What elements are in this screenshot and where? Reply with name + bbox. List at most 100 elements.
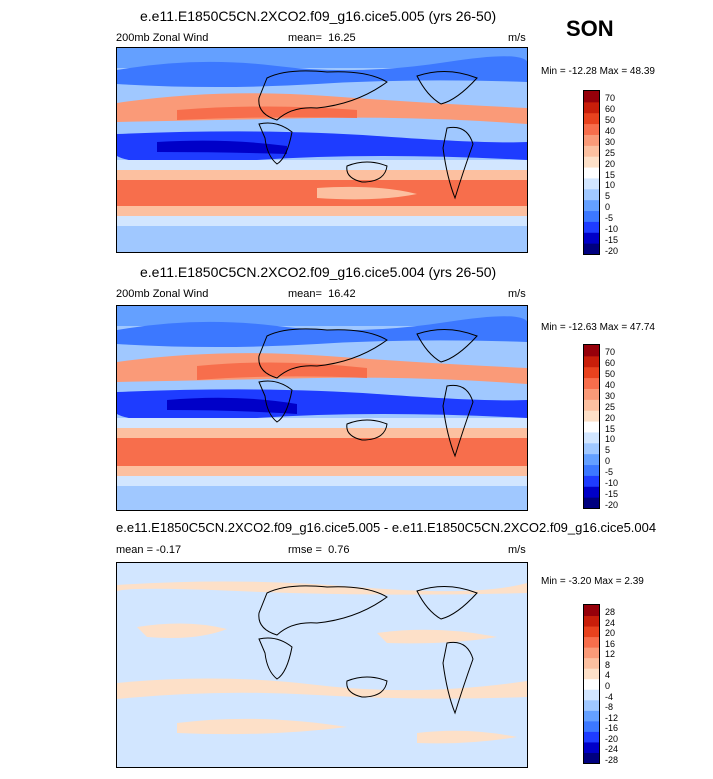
colorbar-tick-label: 0: [605, 456, 611, 467]
colorbar-tick-label: -15: [605, 488, 619, 499]
colorbar-tick-label: -12: [605, 712, 619, 723]
colorbar-swatch: [584, 177, 599, 190]
colorbar-swatch: [584, 657, 599, 669]
colorbar-swatch: [584, 615, 599, 627]
colorbar-tick-label: -20: [605, 499, 619, 510]
colorbar-swatch: [584, 377, 599, 389]
colorbar-swatch: [584, 199, 599, 212]
colorbar-swatch: [584, 210, 599, 222]
colorbar-swatch: [584, 626, 599, 638]
colorbar-tick-label: 5: [605, 191, 611, 202]
colorbar-swatch: [584, 741, 599, 753]
colorbar-swatch: [584, 497, 599, 509]
colorbar-swatch: [584, 689, 599, 701]
panel-1-units: m/s: [508, 32, 526, 44]
panel-3-map: [116, 562, 528, 768]
colorbar-swatch: [584, 101, 599, 114]
colorbar-swatch: [584, 442, 599, 455]
colorbar-tick-label: 10: [605, 180, 616, 191]
colorbar-tick-label: 50: [605, 115, 616, 126]
colorbar-tick-label: 5: [605, 445, 611, 456]
panel-3-colorbar-swatches: [584, 605, 599, 764]
colorbar-tick-label: -20: [605, 733, 619, 744]
colorbar-swatch: [584, 636, 599, 648]
colorbar-tick-label: 40: [605, 380, 616, 391]
colorbar-tick-label: 25: [605, 147, 616, 158]
colorbar-swatch: [584, 647, 599, 659]
colorbar-tick-label: 0: [605, 681, 611, 691]
colorbar-tick-label: 70: [605, 347, 616, 358]
colorbar-tick-label: 28: [605, 607, 616, 618]
colorbar-tick-label: 25: [605, 401, 616, 412]
panel-3-units: m/s: [508, 544, 526, 556]
colorbar-swatch: [584, 486, 599, 498]
colorbar-tick-label: -28: [605, 754, 619, 765]
panel-1-title: e.e11.E1850C5CN.2XCO2.f09_g16.cice5.005 …: [140, 8, 497, 24]
colorbar-tick-label: 50: [605, 369, 616, 380]
colorbar-tick-label: -15: [605, 234, 619, 245]
colorbar-swatch: [584, 453, 599, 466]
colorbar-swatch: [584, 678, 599, 690]
colorbar-swatch: [584, 91, 599, 103]
colorbar-swatch: [584, 134, 599, 146]
colorbar-swatch: [584, 345, 599, 357]
panel-2-units: m/s: [508, 288, 526, 300]
colorbar-tick-label: 20: [605, 412, 616, 423]
colorbar-tick-label: -8: [605, 702, 614, 713]
colorbar-swatch: [584, 355, 599, 368]
colorbar-tick-label: 30: [605, 136, 616, 147]
panel-2-stat: mean= 16.42: [288, 288, 356, 300]
colorbar-swatch: [584, 431, 599, 444]
colorbar-tick-label: 0: [605, 202, 611, 213]
colorbar-tick-label: 16: [605, 638, 616, 649]
colorbar-tick-label: 12: [605, 649, 616, 660]
colorbar-swatch: [584, 388, 599, 400]
colorbar-tick-label: 10: [605, 434, 616, 445]
colorbar-tick-label: 20: [605, 628, 616, 639]
panel-2-map: [116, 305, 528, 511]
colorbar-tick-label: -10: [605, 223, 619, 234]
colorbar-tick-label: 8: [605, 659, 611, 670]
colorbar-swatch: [584, 710, 599, 722]
colorbar-tick-label: 4: [605, 670, 611, 681]
colorbar-tick-label: 40: [605, 126, 616, 137]
panel-1-minmax: Min = -12.28 Max = 48.39: [541, 66, 655, 77]
panel-2-variable-label: 200mb Zonal Wind: [116, 288, 209, 300]
panel-2-colorbar: [583, 344, 600, 509]
colorbar-swatch: [584, 243, 599, 255]
colorbar-tick-label: 15: [605, 169, 616, 180]
colorbar-tick-label: -5: [605, 466, 614, 477]
colorbar-tick-label: -4: [605, 691, 614, 702]
colorbar-swatch: [584, 410, 599, 422]
season-label: SON: [566, 16, 614, 41]
panel-1-map: [116, 47, 528, 253]
panel-3-minmax: Min = -3.20 Max = 2.39: [541, 576, 644, 587]
colorbar-swatch: [584, 232, 599, 244]
panel-1-stat: mean= 16.25: [288, 32, 356, 44]
colorbar-swatch: [584, 475, 599, 487]
colorbar-tick-label: 60: [605, 358, 616, 369]
colorbar-swatch: [584, 699, 599, 711]
colorbar-swatch: [584, 605, 599, 617]
panel-2-minmax: Min = -12.63 Max = 47.74: [541, 322, 655, 333]
colorbar-tick-label: 20: [605, 158, 616, 169]
colorbar-swatch: [584, 731, 599, 743]
panel-3-title: e.e11.E1850C5CN.2XCO2.f09_g16.cice5.005 …: [116, 520, 657, 535]
colorbar-tick-label: -10: [605, 477, 619, 488]
panel-2-title: e.e11.E1850C5CN.2XCO2.f09_g16.cice5.004 …: [140, 264, 497, 280]
colorbar-swatch: [584, 752, 599, 764]
colorbar-swatch: [584, 221, 599, 233]
colorbar-swatch: [584, 167, 599, 179]
colorbar-swatch: [584, 145, 599, 157]
colorbar-swatch: [584, 188, 599, 201]
panel-3-colorbar: [583, 604, 600, 764]
colorbar-swatch: [584, 123, 599, 135]
colorbar-tick-label: 24: [605, 617, 616, 628]
panel-2-colorbar-swatches: [584, 345, 599, 509]
colorbar-swatch: [584, 366, 599, 379]
colorbar-tick-label: 60: [605, 104, 616, 115]
colorbar-swatch: [584, 156, 599, 168]
colorbar-swatch: [584, 668, 599, 680]
colorbar-tick-label: -20: [605, 245, 619, 256]
colorbar-tick-label: 30: [605, 390, 616, 401]
